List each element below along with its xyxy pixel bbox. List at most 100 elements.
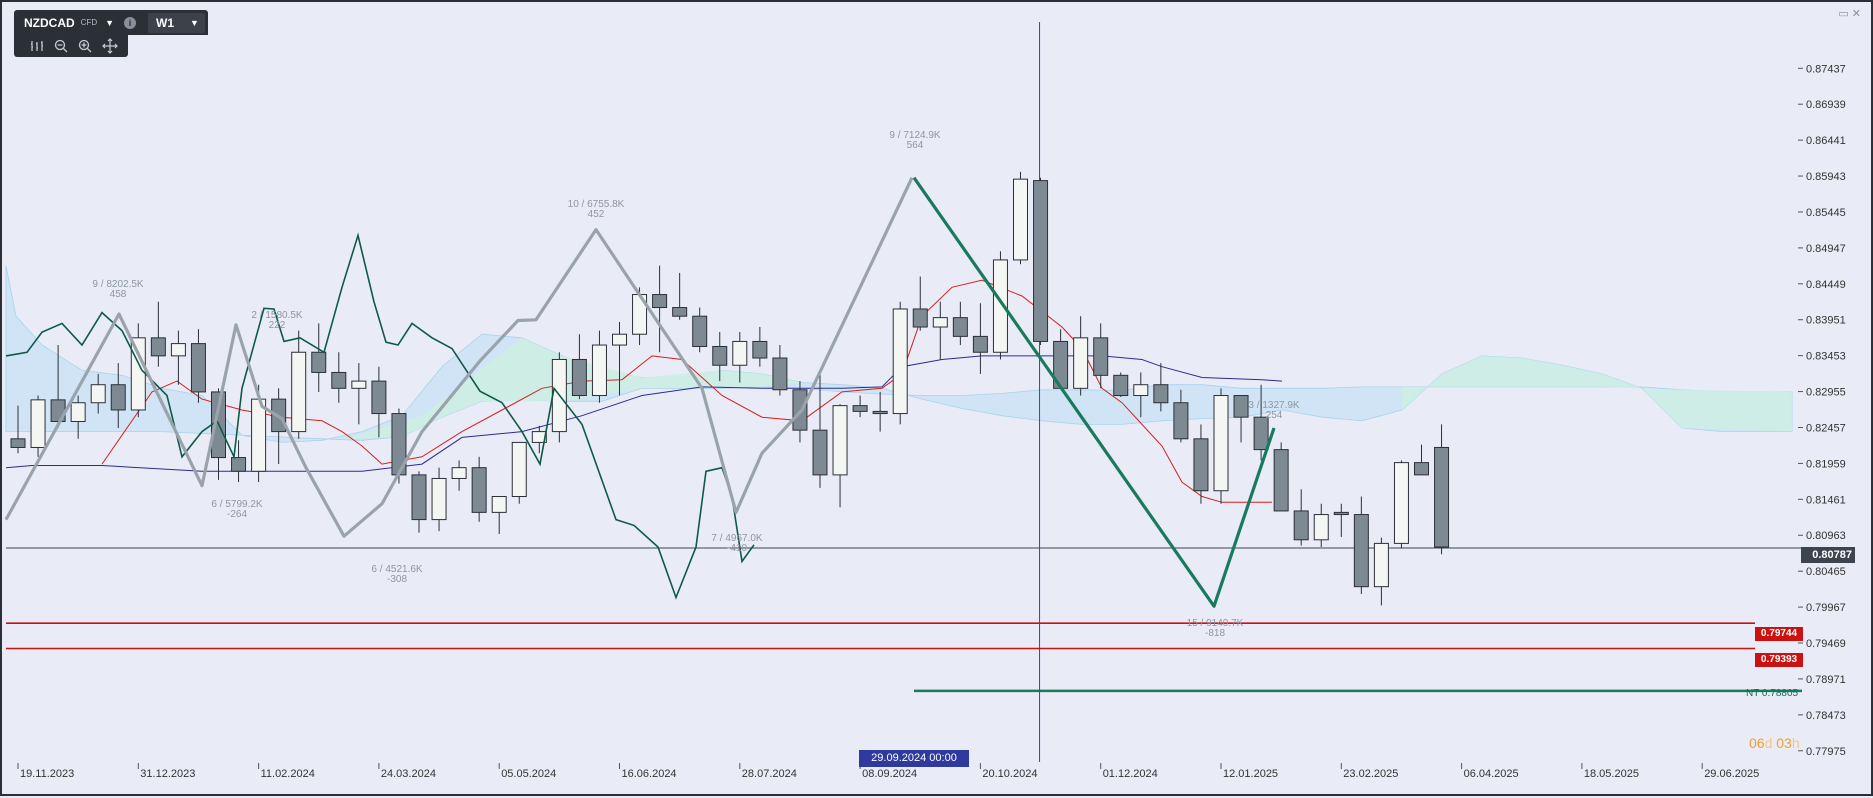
candle xyxy=(1033,180,1049,342)
candle xyxy=(511,441,527,498)
x-tick-label: 29.06.2025 xyxy=(1704,768,1759,780)
candle xyxy=(1273,449,1289,512)
y-tick-label: 0.84449 xyxy=(1806,279,1846,291)
candle xyxy=(190,343,206,393)
y-tick-label: 0.79967 xyxy=(1806,602,1846,614)
close-icon[interactable]: ✕ xyxy=(1851,8,1861,20)
candle xyxy=(591,344,607,397)
zigzag-annotation-label: 9 / 7124.9K xyxy=(889,130,940,141)
y-tick-label: 0.78971 xyxy=(1806,674,1846,686)
zigzag-annotation-value: -818 xyxy=(1205,628,1225,639)
level-price-badge[interactable]: 0.79393 xyxy=(1755,653,1803,667)
candle xyxy=(1013,178,1028,261)
zigzag-annotation-label: 10 / 6755.8K xyxy=(568,199,625,210)
y-tick-label: 0.80465 xyxy=(1806,566,1846,578)
chart-tools xyxy=(14,35,128,57)
x-tick-label: 20.10.2024 xyxy=(982,768,1037,780)
y-tick-label: 0.82457 xyxy=(1806,422,1846,434)
candle xyxy=(70,402,86,422)
timeframe-selector[interactable]: W1 ▼ xyxy=(148,12,205,33)
candle xyxy=(972,335,988,353)
zoom-in-icon[interactable] xyxy=(78,39,92,53)
candle xyxy=(231,457,247,472)
nt-level-label[interactable]: NT 0.78805 xyxy=(1746,688,1799,699)
info-icon[interactable]: i xyxy=(124,16,137,29)
countdown-days: 06 xyxy=(1749,735,1765,751)
candle xyxy=(1073,337,1089,389)
level-price-badge[interactable]: 0.79744 xyxy=(1755,627,1803,641)
zoom-out-icon[interactable] xyxy=(54,39,68,53)
y-tick-label: 0.84947 xyxy=(1806,243,1846,255)
candle xyxy=(1153,384,1169,404)
candle xyxy=(150,337,166,357)
symbol-dropdown-chevron-icon[interactable]: ▼ xyxy=(105,17,115,28)
candle xyxy=(612,333,627,346)
candle xyxy=(311,351,327,373)
candle xyxy=(571,358,587,397)
candle xyxy=(1293,510,1309,541)
chikou-span-line xyxy=(5,232,755,600)
candle xyxy=(1333,511,1349,516)
y-tick-label: 0.78473 xyxy=(1806,710,1846,722)
candle xyxy=(1414,462,1429,476)
countdown-days-unit: d xyxy=(1764,735,1777,751)
candle xyxy=(1113,374,1129,397)
candle xyxy=(1434,446,1450,548)
symbol-toolbar: NZDCAD CFD ▼ i W1 ▼ xyxy=(14,10,208,35)
candle xyxy=(872,410,888,415)
x-tick-label: 16.06.2024 xyxy=(622,768,677,780)
instrument-type-label: CFD xyxy=(80,18,98,27)
candle xyxy=(30,399,46,448)
zigzag-annotation-value: 254 xyxy=(1266,410,1283,421)
candle xyxy=(411,474,427,521)
candle xyxy=(371,380,387,415)
candle xyxy=(932,317,948,328)
y-tick-label: 0.81461 xyxy=(1806,494,1846,506)
zigzag-line xyxy=(4,177,914,538)
candle xyxy=(1393,462,1409,544)
candle xyxy=(992,259,1008,353)
x-tick-label: 05.05.2024 xyxy=(501,768,556,780)
candle xyxy=(351,380,367,389)
timeframe-dropdown-chevron-icon[interactable]: ▼ xyxy=(190,17,199,28)
candle xyxy=(672,307,688,317)
zigzag-annotation-value: 564 xyxy=(907,140,924,151)
x-tick-label: 18.05.2025 xyxy=(1584,768,1639,780)
zigzag-annotation-label: 9 / 8202.5K xyxy=(92,279,143,290)
crosshair-icon[interactable] xyxy=(102,38,118,54)
candle xyxy=(331,371,347,389)
zigzag-line xyxy=(912,176,1276,608)
x-tick-label: 11.02.2024 xyxy=(261,768,315,780)
current-price-badge: 0.80787 xyxy=(1801,547,1855,563)
candle xyxy=(952,317,968,337)
bars-icon[interactable] xyxy=(30,40,44,52)
x-tick-label: 12.01.2025 xyxy=(1223,768,1278,780)
candle xyxy=(1173,402,1189,440)
candle xyxy=(251,398,267,472)
zigzag-annotation-value: -264 xyxy=(227,509,247,520)
zigzag-annotation-label: 15 / 9140.7K xyxy=(1187,618,1244,629)
candle xyxy=(170,343,186,357)
y-tick-label: 0.86441 xyxy=(1806,135,1846,147)
zigzag-annotation-value: 222 xyxy=(269,320,286,331)
candle xyxy=(652,294,668,309)
candle xyxy=(531,431,547,443)
zigzag-annotation-label: 7 / 4967.0K xyxy=(711,533,762,544)
candle xyxy=(1093,337,1109,376)
candle xyxy=(1313,514,1329,541)
x-tick-label: 28.07.2024 xyxy=(742,768,797,780)
restore-icon[interactable]: ▭ xyxy=(1838,8,1849,20)
candle xyxy=(10,438,26,448)
candle xyxy=(1253,416,1269,451)
timeframe-label: W1 xyxy=(156,15,175,30)
symbol-label[interactable]: NZDCAD xyxy=(24,15,75,30)
x-tick-label: 23.02.2025 xyxy=(1343,768,1398,780)
ichimoku-cloud-bull xyxy=(1402,355,1792,432)
candle xyxy=(1213,395,1229,492)
x-tick-label: 24.03.2024 xyxy=(381,768,436,780)
zigzag-annotation-label: 2 / 1580.5K xyxy=(251,310,302,321)
countdown-hours-unit: h xyxy=(1791,735,1800,751)
kijun-sen-line xyxy=(5,355,1283,472)
